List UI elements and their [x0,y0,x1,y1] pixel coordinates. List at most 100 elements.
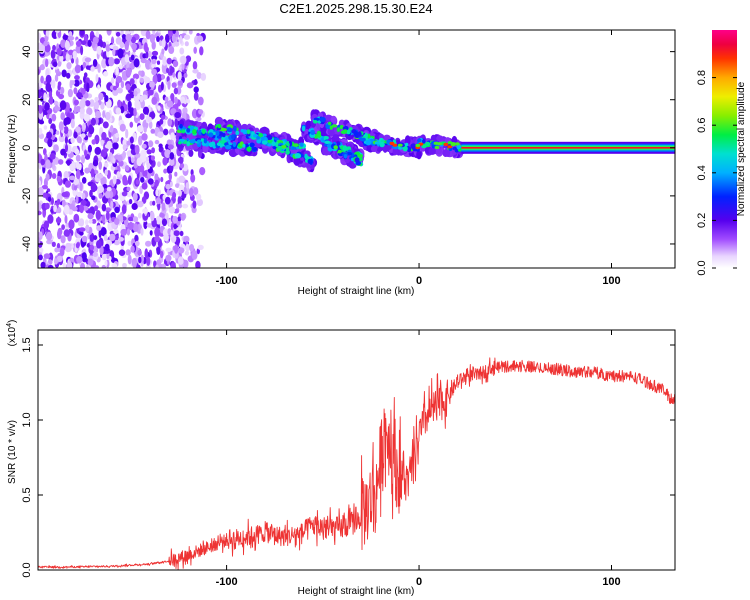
spectrogram-noise-blob [147,178,154,185]
spectrogram-band-core [405,142,409,147]
spectrogram-noise-blob [89,99,95,107]
snr-frame [37,329,676,571]
spectrogram-noise-blob [94,96,99,102]
spectrogram-noise-blob [110,125,114,133]
spectrogram-noise-blob [140,227,144,236]
spectrogram-band-core [242,143,246,148]
spectrogram-band-core [252,146,258,152]
spectrogram-band-core [221,128,228,132]
spectrogram-noise-blob [138,135,143,146]
spectrogram-noise-blob [67,36,75,41]
spectrogram-noise-blob [38,202,42,211]
spectrogram-noise-blob [178,189,182,197]
spectrogram-noise-blob [160,176,164,183]
spectrogram-noise-blob [44,202,50,210]
spectrogram-noise-blob [99,245,104,256]
spectrogram-noise-blob [48,118,53,125]
snr-y-tick-label: 1.5 [21,337,33,352]
spectrogram-noise-blob [101,214,106,224]
spectrogram-band-core [417,138,422,143]
spectrogram-noise-blob [100,176,107,186]
spectrogram-band-halo [428,147,436,155]
spectrogram-noise-blob [180,55,187,65]
spectrogram-band-core [181,129,186,134]
spectrogram-noise-blob [73,131,78,139]
spectrogram-band-core [310,129,315,135]
spectrogram-noise-blob [38,186,44,197]
spectrogram-y-tick-label: 0 [21,145,33,151]
spectrogram-noise-blob [76,92,83,98]
spectrogram-noise-blob [147,89,154,96]
spectrogram-y-ticks: -40 -20 0 20 40 [21,46,675,252]
spectrogram-noise-blob [74,75,80,80]
spectrogram-noise-blob [45,58,49,68]
spectrogram-noise-blob [177,195,182,206]
spectrogram-band-core [291,146,296,150]
spectrogram-noise-blob [134,240,140,247]
spectrogram-band-core [231,134,235,140]
spectrogram-noise-blob [64,136,68,144]
spectrogram-noise-blob [80,133,86,139]
spectrogram-band-core [285,149,290,155]
spectrogram-noise-blob [87,213,94,220]
spectrogram-noise-blob [64,117,71,125]
spectrogram-noise-blob [150,128,156,134]
spectrogram-noise-blob [167,80,171,90]
spectrogram-noise-blob [129,78,135,85]
spectrogram-noise-blob [92,59,98,67]
spectrogram-noise-blob [172,30,176,34]
spectrogram-band-core [186,141,190,147]
spectrogram-noise-blob [38,210,42,216]
spectrogram-noise-blob [153,260,157,268]
spectrogram-noise-blob [151,50,159,57]
spectrogram-noise-blob [141,133,148,141]
spectrogram-noise-blob [161,263,166,268]
spectrogram-noise-blob [58,135,65,143]
spectrogram-noise-blob [80,199,87,206]
spectrogram-noise-blob [118,249,126,256]
spectrogram-noise-blob [97,84,101,90]
spectrogram-noise-blob [142,106,150,115]
colorbar-tick-label: 0.6 [696,118,708,133]
spectrogram-noise-blob [140,254,144,264]
snr-panel: -100 0 100 0.0 0.5 1.0 1.5 Height of straight… [6,320,676,597]
spectrogram-noise-blob [58,159,64,165]
spectrogram-band-core [357,131,362,137]
spectrogram-band-core [422,139,426,144]
spectrogram-noise-blob [177,71,182,81]
spectrogram-noise-blob [119,123,126,132]
spectrogram-noise-blob [60,148,66,156]
spectrogram-noise-blob [172,60,179,68]
spectrogram-noise-blob [188,30,193,35]
spectrogram-peak-dot [443,142,449,146]
spectrogram-band-core [309,159,313,165]
spectrogram-noise-blob [133,58,140,68]
spectrogram-noise-blob [168,46,175,54]
spectrogram-band-core [342,145,348,152]
spectrogram-noise-blob [118,160,124,167]
spectrogram-noise-blob [45,30,50,37]
spectrogram-noise-blob [154,179,159,187]
spectrogram-noise-blob [63,204,70,215]
colorbar-ticks: 0.0 0.2 0.4 0.6 0.8 [696,70,737,276]
spectrogram-band-core [249,142,255,148]
spectrogram-noise-blob [100,139,105,147]
spectrogram-noise-blob [79,107,85,115]
spectrogram-noise-blob [137,125,144,133]
spectrogram-noise-blob [118,237,124,242]
spectrogram-noise-blob [104,243,110,251]
spectrogram-noise-blob [46,239,53,245]
spectrogram-noise-blob [172,215,178,224]
spectrogram-noise-blob [130,36,137,44]
spectrogram-band-halo [214,116,224,126]
spectrogram-noise-blob [56,255,63,262]
spectrogram-noise-blob [127,240,132,246]
spectrogram-noise-blob [170,93,175,101]
spectrogram-noise-blob [145,156,149,162]
colorbar: 0.0 0.2 0.4 0.6 0.8 Normalized spectral ampl… [696,30,747,276]
snr-y-label: SNR (10 * v/v) [7,420,18,484]
spectrogram-noise-blob [195,193,202,201]
spectrogram-band-core [354,157,360,163]
spectrogram-noise-blob [98,92,104,101]
spectrogram-noise-blob [72,50,77,58]
